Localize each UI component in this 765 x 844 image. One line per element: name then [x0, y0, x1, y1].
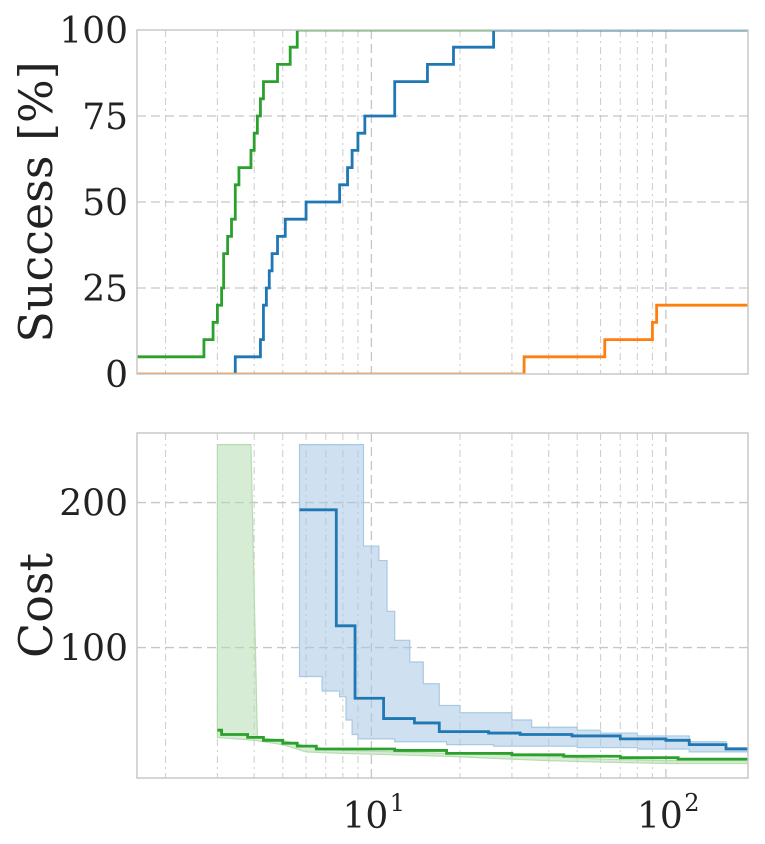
xtick-label: 10 — [637, 796, 683, 837]
success-frame — [136, 29, 749, 375]
success-ytick-label: 25 — [82, 269, 128, 310]
success-panel: 0 25 50 75 100 Success [%] — [9, 11, 749, 396]
xtick-exponent: 1 — [390, 789, 405, 817]
success-series — [137, 30, 748, 374]
success-ytick-label: 100 — [59, 11, 128, 52]
cost-series — [216, 443, 748, 765]
xtick-label: 10 — [342, 796, 388, 837]
xtick-exponent: 2 — [684, 789, 699, 817]
success-grid — [137, 30, 748, 374]
success-orange-line — [137, 303, 748, 374]
success-ytick-label: 75 — [82, 97, 128, 138]
cost-blue-line — [299, 508, 748, 751]
cost-ylabel: Cost — [9, 552, 63, 657]
cost-frame — [136, 432, 749, 779]
cost-blue-band — [298, 443, 748, 753]
success-blue-line — [233, 30, 748, 374]
cost-green-line — [217, 728, 748, 761]
success-ytick-label: 0 — [105, 355, 128, 396]
success-green-line — [137, 30, 748, 359]
cost-ytick-label: 100 — [59, 629, 128, 670]
cost-ytick-label: 200 — [59, 484, 128, 525]
success-ytick-label: 50 — [82, 183, 128, 224]
success-ylabel: Success [%] — [9, 61, 63, 342]
